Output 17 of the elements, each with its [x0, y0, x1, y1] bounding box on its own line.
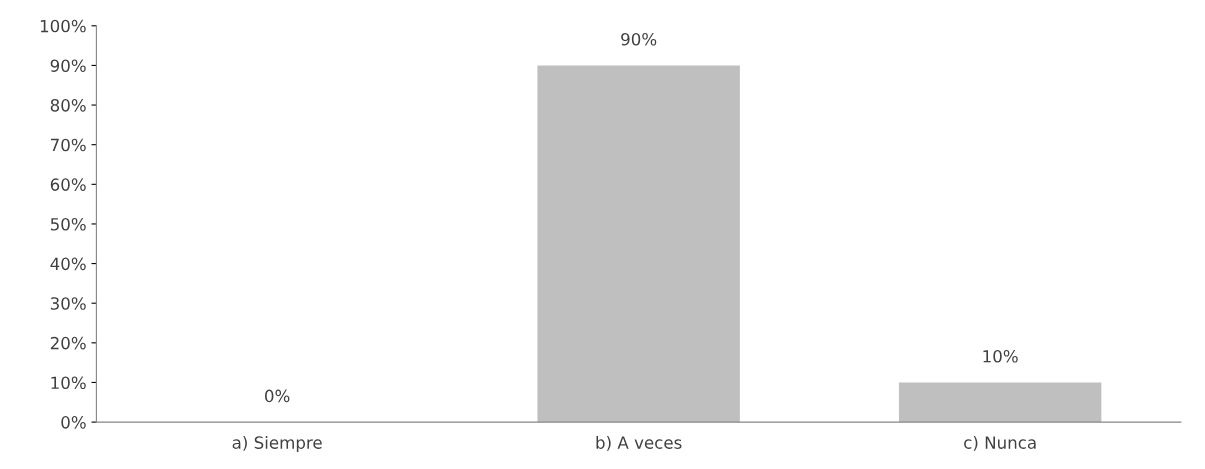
y-tick-label: 80%: [50, 99, 86, 112]
x-tick-label: b) A veces: [596, 435, 682, 451]
data-label: 0%: [265, 389, 290, 403]
data-label: 10%: [983, 349, 1018, 363]
y-tick-label: 50%: [50, 217, 86, 231]
y-tick-label: 10%: [51, 376, 86, 390]
y-tick-label: 40%: [50, 257, 86, 271]
x-tick-label: a) Siempre: [232, 435, 322, 453]
data-label: 90%: [621, 32, 657, 46]
y-tick-label: 100%: [40, 19, 86, 33]
y-tick-label: 0%: [61, 416, 86, 429]
y-tick-label: 70%: [51, 138, 86, 152]
y-tick-label: 90%: [50, 59, 86, 72]
y-tick-label: 20%: [50, 336, 86, 350]
y-tick-label: 30%: [50, 297, 86, 310]
y-tick-label: 60%: [50, 178, 86, 191]
x-tick-label: c) Nunca: [964, 436, 1036, 451]
